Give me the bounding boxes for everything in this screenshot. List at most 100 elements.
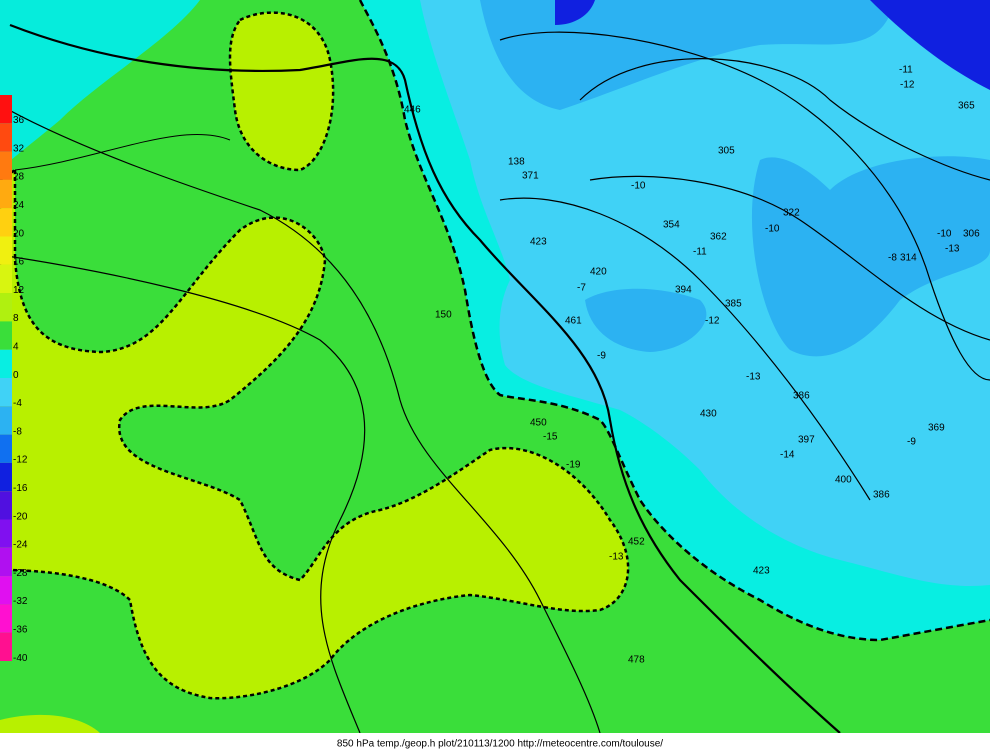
geopotential-line bbox=[0, 104, 601, 734]
temp-zone-deepblue bbox=[555, 0, 595, 25]
temp-zone-blue bbox=[480, 0, 895, 110]
legend-swatch bbox=[0, 547, 12, 577]
station-label: 150 bbox=[435, 310, 452, 321]
legend-swatch bbox=[0, 151, 12, 180]
legend-swatch bbox=[0, 349, 12, 378]
station-label: 386 bbox=[873, 490, 890, 501]
station-label: -8 bbox=[888, 253, 897, 264]
legend-swatch bbox=[0, 236, 12, 265]
legend-label: 32 bbox=[13, 143, 25, 154]
legend-label: -20 bbox=[13, 511, 28, 522]
station-label: 365 bbox=[958, 101, 975, 112]
legend-swatch bbox=[0, 462, 12, 492]
station-label: 446 bbox=[404, 105, 421, 116]
station-label: 354 bbox=[663, 220, 680, 231]
legend-label: 20 bbox=[13, 228, 25, 239]
station-label: -15 bbox=[543, 432, 558, 443]
station-label: -13 bbox=[746, 372, 761, 383]
station-label: 461 bbox=[565, 316, 582, 327]
legend-label: -4 bbox=[13, 398, 22, 409]
legend-label: 16 bbox=[13, 257, 25, 268]
geopotential-line bbox=[589, 175, 990, 341]
temp-zone-yellow bbox=[0, 714, 100, 733]
temp-zone-yellow bbox=[0, 167, 630, 700]
station-label: -19 bbox=[566, 460, 581, 471]
station-label: 138 bbox=[508, 157, 525, 168]
station-label: 362 bbox=[710, 232, 727, 243]
legend-label: -28 bbox=[13, 568, 28, 579]
station-label: -11 bbox=[693, 247, 707, 258]
contour bbox=[14, 133, 231, 171]
legend-label: 28 bbox=[13, 172, 25, 183]
legend-swatch bbox=[0, 293, 12, 322]
legend-swatch bbox=[0, 576, 12, 605]
footer-caption: 850 hPa temp./geop.h plot/210113/1200 ht… bbox=[337, 739, 663, 750]
footer-bg bbox=[0, 733, 990, 751]
legend-label: -8 bbox=[13, 426, 22, 437]
legend-label: 36 bbox=[13, 115, 25, 126]
legend-label: -32 bbox=[13, 596, 28, 607]
station-label: -12 bbox=[900, 80, 915, 91]
station-label: 306 bbox=[963, 229, 980, 240]
geopotential-line bbox=[9, 23, 841, 734]
station-label: 397 bbox=[798, 435, 815, 446]
legend-swatch bbox=[0, 321, 12, 350]
station-label: 394 bbox=[675, 285, 692, 296]
station-label: -14 bbox=[780, 450, 795, 461]
legend-label: -40 bbox=[13, 653, 28, 664]
legend-label: 24 bbox=[13, 200, 25, 211]
station-labels: 446 138 371 423 420 461 450 430 397 400 386 423 478 4… bbox=[404, 65, 980, 666]
legend-label: 8 bbox=[13, 313, 19, 324]
station-label: -7 bbox=[577, 283, 586, 294]
station-label: 423 bbox=[753, 566, 770, 577]
legend-swatch bbox=[0, 519, 12, 548]
geopotential-line bbox=[0, 254, 366, 734]
station-label: 305 bbox=[718, 146, 735, 157]
station-label: -13 bbox=[945, 244, 960, 255]
geopotential-line bbox=[579, 58, 990, 181]
temp-zone-blue bbox=[751, 156, 990, 357]
legend-swatch bbox=[0, 179, 12, 209]
station-label: 430 bbox=[700, 409, 717, 420]
station-label: -10 bbox=[765, 224, 780, 235]
station-label: 452 bbox=[628, 537, 645, 548]
legend-label: 0 bbox=[13, 370, 19, 381]
station-label: -11 bbox=[899, 65, 913, 76]
legend-swatch bbox=[0, 123, 12, 152]
station-label: 369 bbox=[928, 423, 945, 434]
legend-swatch bbox=[0, 604, 12, 633]
station-label: -10 bbox=[631, 181, 646, 192]
legend-label: -24 bbox=[13, 540, 28, 551]
station-label: 450 bbox=[530, 418, 547, 429]
station-label: -9 bbox=[907, 437, 916, 448]
station-label: -12 bbox=[705, 316, 720, 327]
station-label: 400 bbox=[835, 475, 852, 486]
legend-swatch bbox=[0, 208, 12, 237]
color-legend: 36 32 28 24 20 16 12 8 4 0 -4 -8 -12 -16 -20 -24 -28 -32 -… bbox=[0, 95, 28, 664]
temp-zone-blue bbox=[585, 288, 707, 352]
station-label: -13 bbox=[609, 552, 624, 563]
legend-swatch bbox=[0, 378, 12, 407]
station-label: 371 bbox=[522, 171, 539, 182]
station-label: -10 bbox=[937, 229, 952, 240]
legend-label: 12 bbox=[13, 285, 25, 296]
legend-swatch bbox=[0, 264, 12, 294]
legend-swatch bbox=[0, 95, 12, 124]
temp-zone-deepblue bbox=[870, 0, 990, 90]
station-label: 478 bbox=[628, 655, 645, 666]
station-label: -9 bbox=[597, 351, 606, 362]
station-label: 386 bbox=[793, 391, 810, 402]
station-label: 420 bbox=[590, 267, 607, 278]
geopotential-line bbox=[499, 31, 990, 381]
station-label: 423 bbox=[530, 237, 547, 248]
station-label: 322 bbox=[783, 208, 800, 219]
legend-label: -36 bbox=[13, 625, 28, 636]
temp-zone-cyan bbox=[0, 0, 200, 170]
legend-label: 4 bbox=[13, 342, 19, 353]
temp-zone-lightblue bbox=[420, 0, 990, 586]
geopotential-line bbox=[499, 197, 871, 501]
legend-swatch bbox=[0, 491, 12, 520]
station-label: 385 bbox=[725, 299, 742, 310]
temp-zone-yellow bbox=[228, 11, 335, 172]
